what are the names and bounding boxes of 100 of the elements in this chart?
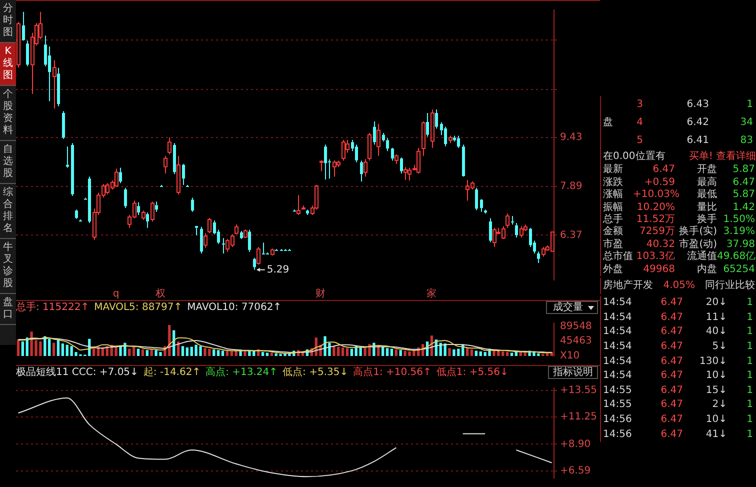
y-tick-label: 7.89 <box>560 181 582 192</box>
text: 高点1: +10.56↑ <box>353 367 432 378</box>
text: 涨跌 <box>603 176 624 188</box>
text: 振幅 <box>603 202 624 214</box>
text: 34 <box>739 117 753 129</box>
text: 6.47 <box>660 428 683 441</box>
text: 14:54 <box>603 370 633 382</box>
text: 6.47 <box>660 326 683 338</box>
x-tick-label: 权 <box>154 288 166 300</box>
text: 40.32 <box>645 238 675 251</box>
text: 起: -14.62↑ <box>143 367 201 378</box>
text: 流通值 <box>686 251 717 264</box>
text: 41↓ <box>704 428 727 441</box>
text: 65254 <box>722 264 755 276</box>
text: 外盘 <box>603 264 624 276</box>
text: 6.42 <box>686 117 709 129</box>
y-tick-label: +13.55 <box>560 385 598 396</box>
text: 牛叉诊股 <box>0 239 16 294</box>
text: 130↓ <box>698 356 727 368</box>
text: 5.87 <box>732 164 755 176</box>
text: 极品短线11 CCC: +7.05↓ <box>16 367 138 378</box>
text: 1 <box>746 384 753 397</box>
text: 总市值 <box>603 251 633 264</box>
text: 总手: 115222↑ <box>16 302 90 313</box>
text: 14:56 <box>603 428 633 441</box>
text: 成交量 <box>553 302 583 313</box>
text: 6.47 <box>660 297 683 310</box>
text: 同行业比较 <box>704 280 755 292</box>
text: 11↓ <box>704 312 727 324</box>
text: 14:54 <box>603 312 633 324</box>
text: 6.47 <box>652 164 675 176</box>
text: 6.47 <box>660 384 683 397</box>
text: 最低 <box>697 189 717 200</box>
text: 1 <box>746 356 753 368</box>
text: 3 <box>636 99 643 111</box>
text: 6.43 <box>686 99 709 111</box>
text: 14:55 <box>603 384 633 397</box>
y-tick-label: +8.90 <box>560 438 591 450</box>
text: 49.68亿 <box>717 251 756 264</box>
text: 房地产开发 <box>603 280 654 292</box>
text: 14:55 <box>603 399 633 412</box>
text: 1 <box>746 341 753 354</box>
text: 1 <box>746 99 753 111</box>
text: 10.20% <box>636 202 675 214</box>
text: 6.41 <box>686 135 709 147</box>
text: 个股资料 <box>0 86 16 141</box>
x-tick-label: q <box>112 288 120 300</box>
text: 综合排名 <box>0 184 16 239</box>
annotation: 5.29 <box>266 264 290 276</box>
y-tick-label: +6.59 <box>560 466 591 477</box>
text: 指标说明 <box>553 367 593 378</box>
text: 83 <box>739 135 753 147</box>
text: 14:54 <box>603 356 633 368</box>
text: 总手 <box>603 214 624 226</box>
text: 6.47 <box>660 414 683 426</box>
text: 37.98 <box>725 238 755 251</box>
text: 1 <box>746 414 753 426</box>
x-tick-label: 家 <box>426 288 437 300</box>
text: 6.47 <box>732 176 755 189</box>
text: 6.47 <box>660 370 683 382</box>
y-tick-label: X10 <box>560 350 580 362</box>
text: 4.05% <box>662 280 695 292</box>
text: 换手(实) <box>678 226 717 238</box>
text: 1 <box>746 326 753 338</box>
text: 1.42 <box>732 202 755 214</box>
text: 在0.00位置有 <box>603 151 666 163</box>
text: 1 <box>746 297 753 310</box>
x-tick-label: 财 <box>316 288 326 300</box>
text: 分时图 <box>0 0 16 43</box>
text: 6.47 <box>660 312 683 324</box>
text: 6.47 <box>660 399 683 412</box>
text: 14:54 <box>603 297 633 310</box>
text: 4 <box>636 117 643 129</box>
text: 1 <box>746 370 753 382</box>
text: 最高 <box>696 176 717 189</box>
text: 5↓ <box>711 341 727 354</box>
text: 金额 <box>603 226 624 238</box>
text: +0.59 <box>643 176 675 189</box>
text: 内盘 <box>696 264 717 276</box>
text: 自选股 <box>0 141 16 184</box>
text: 盘 <box>603 117 614 129</box>
text: 1 <box>746 312 753 324</box>
text: 涨幅 <box>603 189 624 202</box>
text: 开盘 <box>696 164 717 176</box>
text: 14:54 <box>603 341 633 354</box>
text: 高点: +13.24↑ <box>206 367 278 378</box>
y-tick-label: 45463 <box>560 336 592 347</box>
text: 14:54 <box>603 326 633 338</box>
text: +10.03% <box>633 189 680 202</box>
y-tick-label: 9.43 <box>560 132 582 143</box>
text: MAVOL10: 77062↑ <box>187 302 282 313</box>
text: 20↓ <box>704 297 727 310</box>
text: 10↓ <box>704 414 727 426</box>
text: 49968 <box>642 264 675 276</box>
text: 2↓ <box>711 399 727 412</box>
text: 14:56 <box>603 414 633 426</box>
y-tick-label: +11.25 <box>560 412 598 423</box>
text: 40↓ <box>704 326 727 338</box>
text: 15↓ <box>704 384 727 397</box>
text: 1 <box>746 399 753 412</box>
